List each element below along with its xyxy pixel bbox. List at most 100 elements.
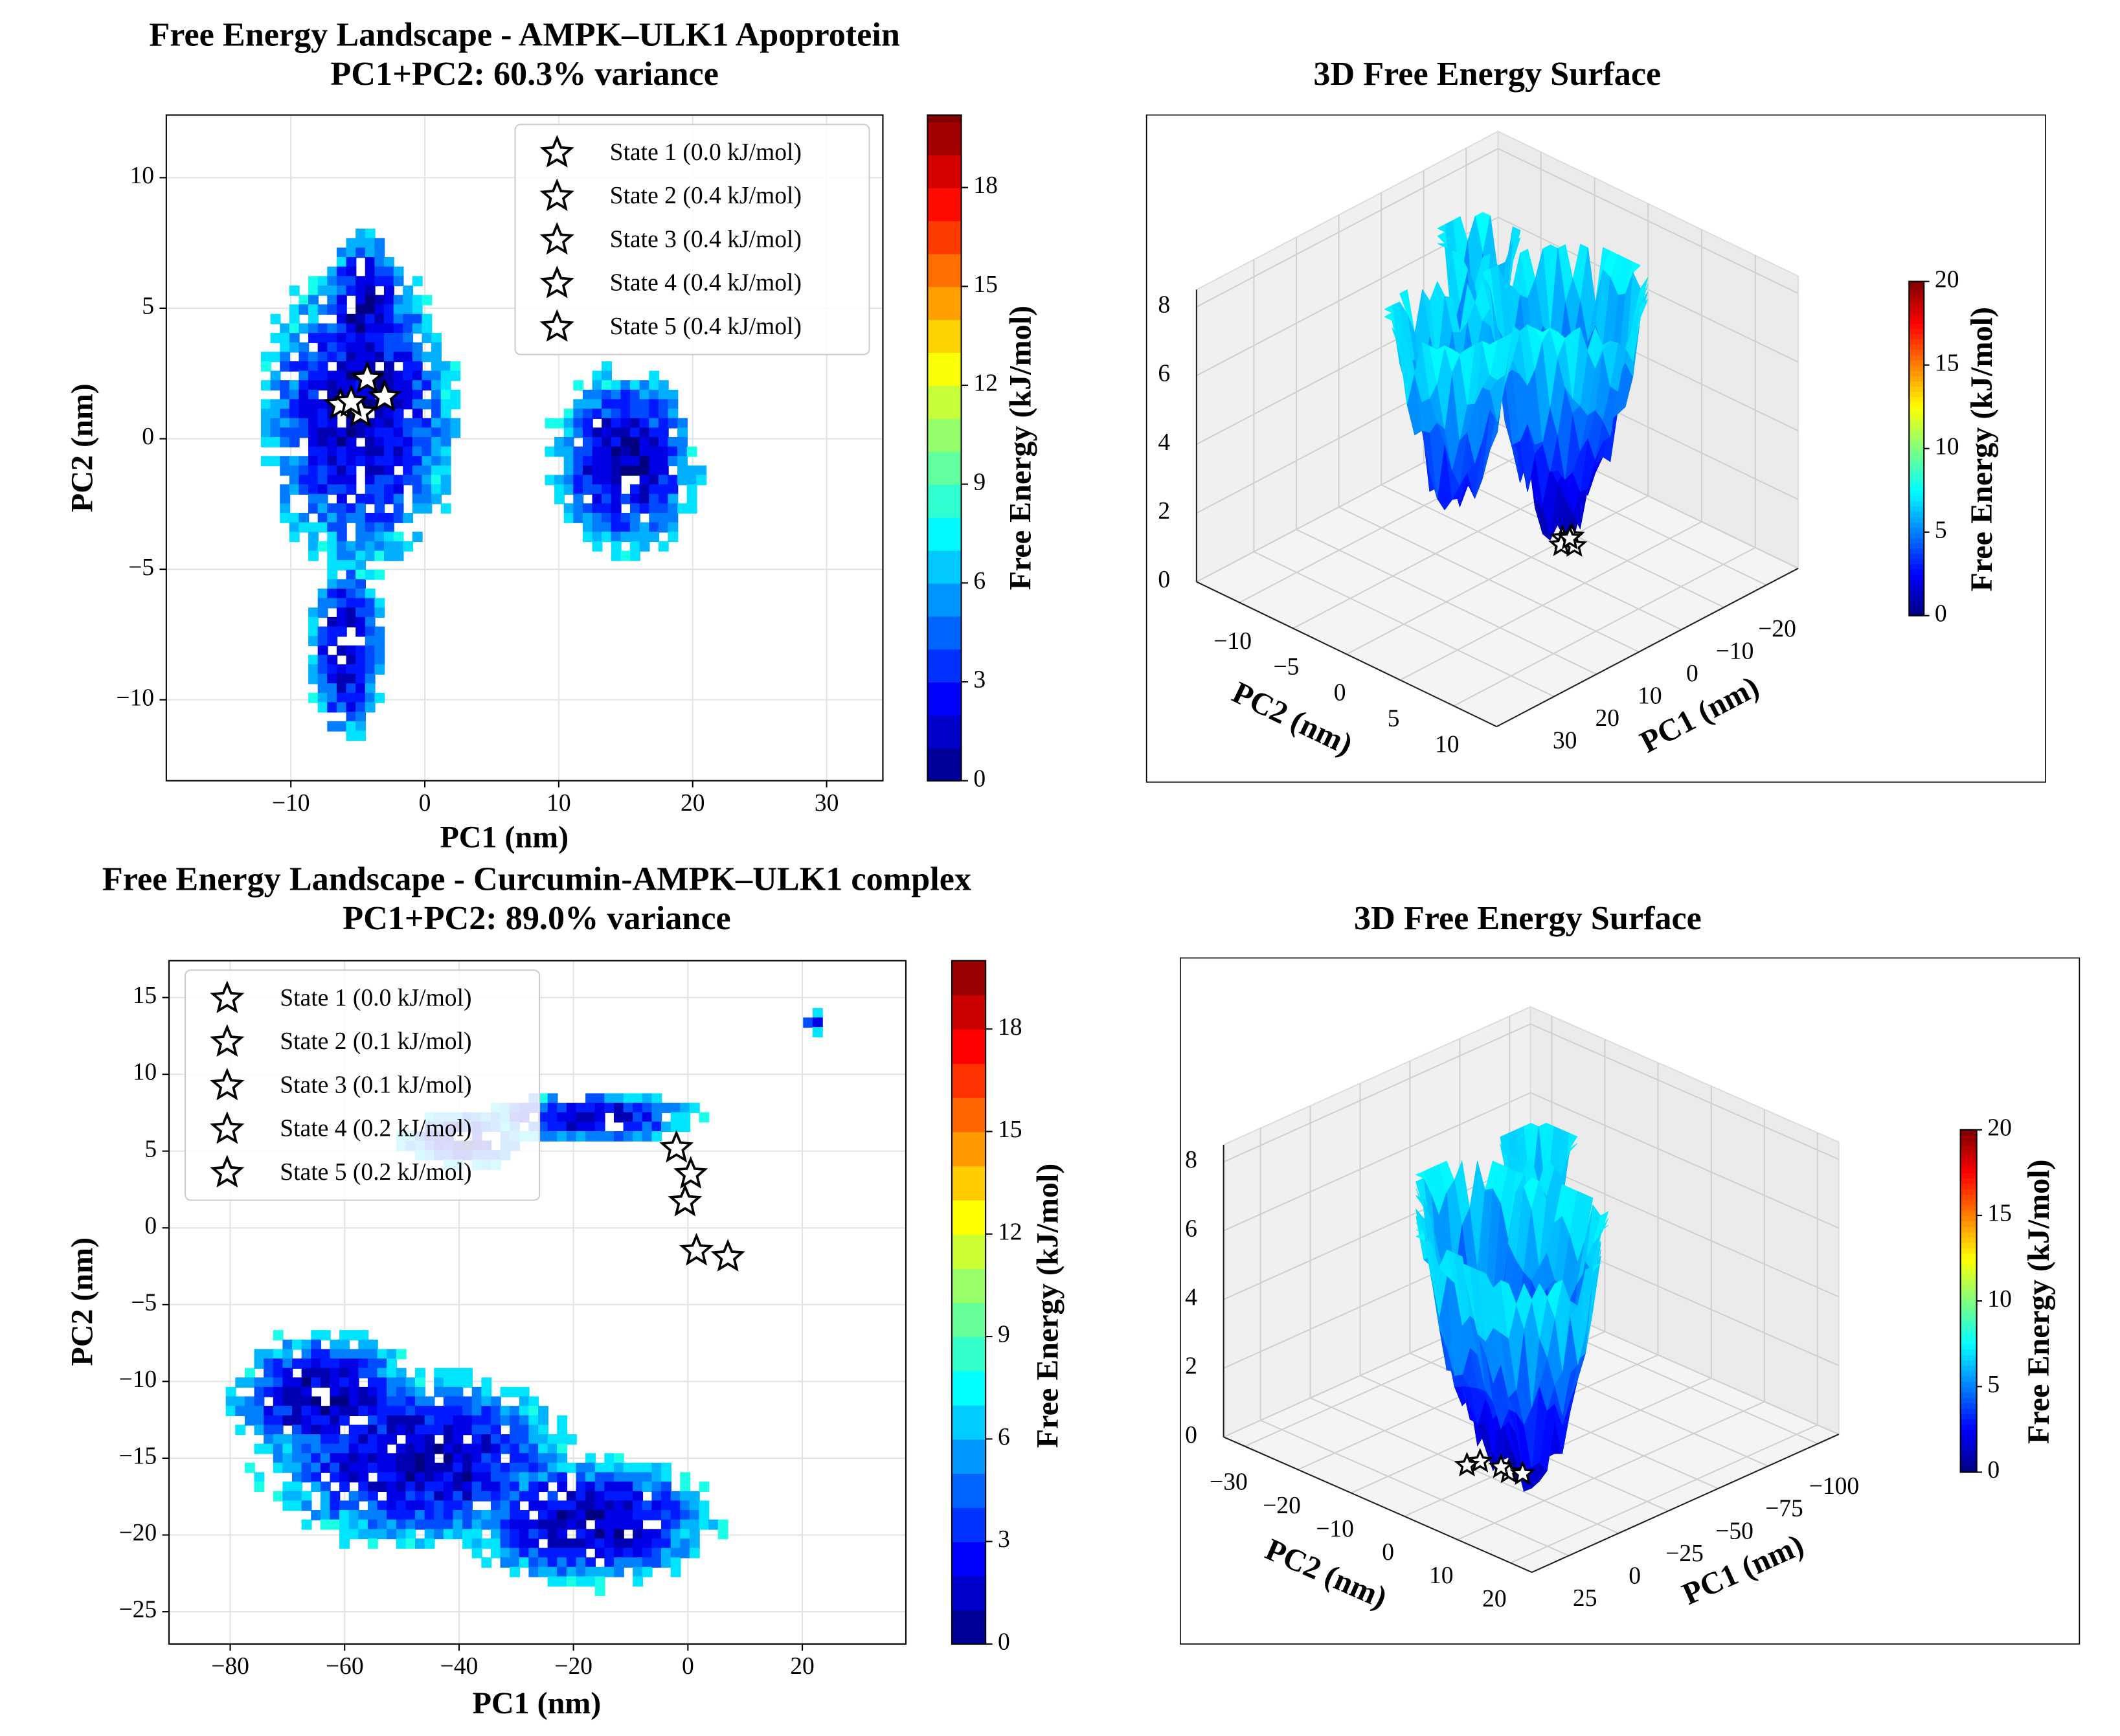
contour-cell (538, 1103, 548, 1113)
contour-cell (365, 304, 376, 315)
contour-cell (336, 380, 347, 391)
contour-cell (680, 1472, 691, 1483)
y-tick-label: 5 (144, 1136, 157, 1162)
contour-cell (289, 409, 300, 419)
contour-cell (611, 389, 622, 400)
contour-cell (405, 1510, 416, 1520)
z-tick-label: 4 (1158, 429, 1170, 456)
contour-cell (412, 370, 423, 381)
y-tick-label: −20 (118, 1520, 157, 1546)
colorbar-band (1909, 417, 1924, 423)
contour-cell (374, 257, 385, 267)
y-tick-label: 0 (144, 1213, 157, 1239)
contour-cell (592, 541, 603, 552)
contour-cell (431, 380, 442, 391)
contour-cell (374, 655, 385, 666)
contour-cell (346, 550, 357, 561)
contour-cell (311, 1510, 322, 1520)
contour-cell (434, 1529, 445, 1540)
contour-cell (289, 333, 300, 343)
contour-cell (308, 456, 319, 467)
contour-cell (346, 333, 357, 343)
contour-cell (490, 1425, 501, 1436)
contour-cell (611, 465, 622, 476)
contour-cell (358, 1396, 369, 1407)
colorbar-tick-label: 6 (973, 568, 986, 594)
contour-cell (424, 1443, 435, 1454)
contour-cell (547, 1462, 558, 1473)
colorbar-band (1909, 579, 1924, 585)
x-tick-label: −40 (440, 1653, 479, 1680)
contour-cell (585, 1538, 596, 1549)
colorbar-band (1909, 323, 1924, 330)
contour-cell (528, 1462, 539, 1473)
contour-cell (330, 1377, 341, 1388)
colorbar-band (927, 121, 962, 155)
contour-cell (330, 1339, 341, 1350)
contour-cell (358, 1529, 369, 1540)
z-tick-label: 0 (1158, 567, 1170, 593)
contour-cell (282, 1443, 293, 1454)
state-marker-3d (1454, 1451, 1480, 1477)
contour-cell (317, 588, 328, 599)
contour-cell (453, 1453, 464, 1464)
contour-cell (311, 1358, 322, 1369)
contour-cell (377, 1368, 388, 1379)
contour-cell (519, 1453, 530, 1464)
contour-cell (301, 1462, 312, 1473)
contour-cell (538, 1519, 548, 1530)
z-tick-label: 8 (1185, 1147, 1197, 1173)
contour-cell (311, 1415, 322, 1426)
contour-cell (374, 550, 385, 561)
contour-cell (450, 427, 461, 438)
colorbar-band (1909, 344, 1924, 350)
contour-cell (651, 1472, 662, 1483)
colorbar-band (1960, 1193, 1977, 1201)
contour-cell (594, 1472, 605, 1483)
x-tick-label: 0 (1686, 660, 1698, 687)
contour-cell (668, 409, 679, 419)
contour-cell (594, 1586, 605, 1596)
contour-cell (260, 427, 271, 438)
contour-cell (481, 1538, 492, 1549)
contour-cell (330, 1406, 341, 1417)
contour-cell (346, 607, 357, 618)
contour-cell (440, 475, 451, 486)
contour-cell (301, 1396, 312, 1407)
contour-cell (481, 1472, 492, 1483)
contour-cell (602, 522, 613, 533)
contour-cell (308, 475, 319, 486)
contour-cell (611, 409, 622, 419)
contour-cell (301, 1425, 312, 1436)
contour-cell (260, 418, 271, 429)
contour-cell (566, 1112, 577, 1123)
contour-cell (367, 1510, 378, 1520)
contour-cell (453, 1519, 464, 1530)
contour-cell (280, 352, 291, 363)
contour-cell (649, 370, 660, 381)
contour-cell (282, 1500, 293, 1511)
contour-cell (244, 1462, 255, 1473)
contour-cell (365, 295, 376, 306)
contour-cell (374, 304, 385, 315)
contour-cell (812, 1017, 823, 1028)
contour-cell (443, 1425, 454, 1436)
contour-cell (500, 1482, 511, 1493)
contour-cell (280, 389, 291, 400)
contour-cell (327, 636, 338, 647)
grid-line (1381, 192, 1682, 631)
contour-cell (471, 1510, 482, 1520)
contour-cell (393, 475, 404, 486)
contour-cell (273, 1453, 284, 1464)
colorbar-band (1960, 1418, 1977, 1425)
contour-cell (471, 1415, 482, 1426)
contour-cell (377, 1386, 388, 1397)
contour-cell (355, 446, 366, 457)
contour-cell (639, 380, 650, 391)
contour-cell (403, 475, 414, 486)
contour-cell (431, 342, 442, 353)
colorbar-band (1960, 1349, 1977, 1355)
contour-cell (358, 1386, 369, 1397)
contour-cell (649, 493, 660, 504)
contour-cell (355, 550, 366, 561)
